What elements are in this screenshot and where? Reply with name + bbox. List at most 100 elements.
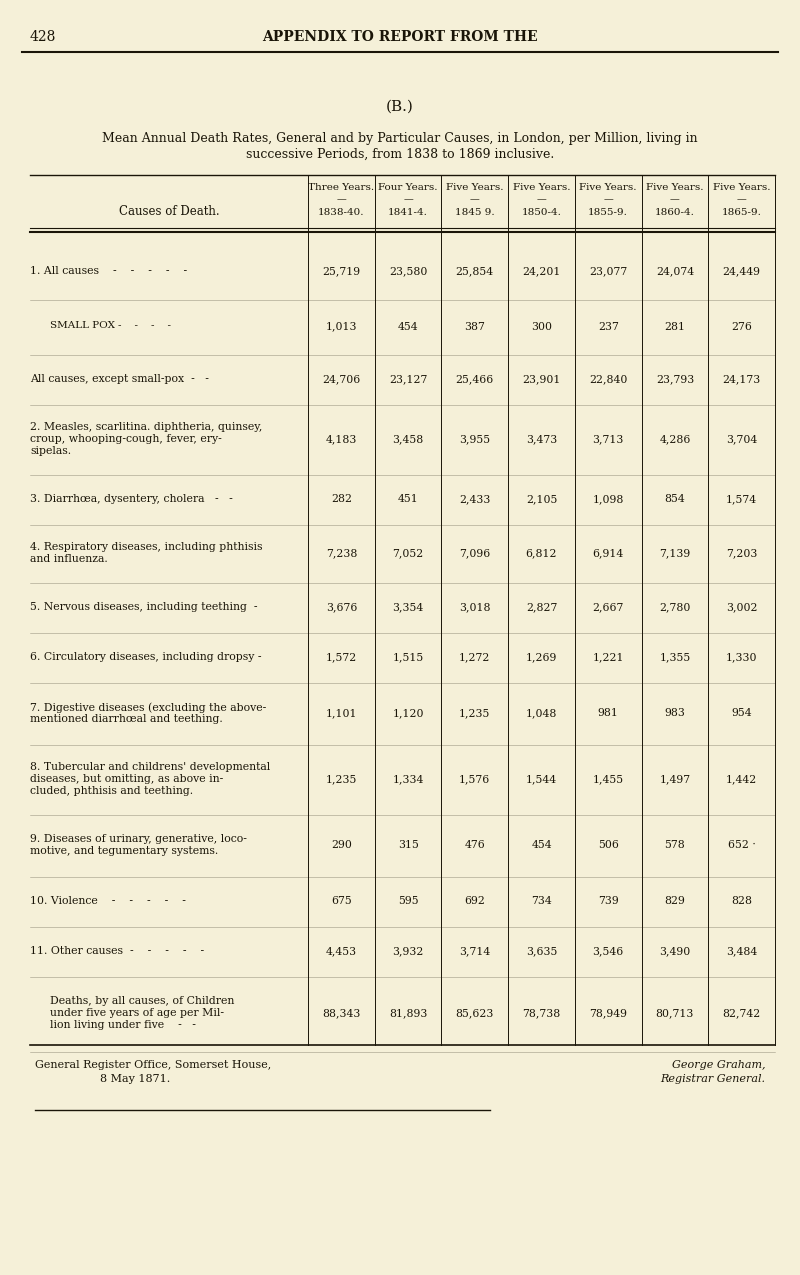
Text: 2,667: 2,667 <box>593 602 624 612</box>
Text: Four Years.: Four Years. <box>378 184 438 193</box>
Text: Mean Annual Death Rates, General and by Particular Causes, in London, per Millio: Mean Annual Death Rates, General and by … <box>102 133 698 145</box>
Text: mentioned diarrhœal and teething.: mentioned diarrhœal and teething. <box>30 714 222 724</box>
Text: 387: 387 <box>464 321 486 332</box>
Text: 237: 237 <box>598 321 618 332</box>
Text: 7,238: 7,238 <box>326 548 357 558</box>
Text: 1,221: 1,221 <box>593 652 624 662</box>
Text: 1,455: 1,455 <box>593 774 624 784</box>
Text: SMALL POX: SMALL POX <box>50 321 115 330</box>
Text: 829: 829 <box>665 896 686 907</box>
Text: Five Years.: Five Years. <box>579 184 637 193</box>
Text: 22,840: 22,840 <box>589 374 627 384</box>
Text: 11. Other causes  -    -    -    -    -: 11. Other causes - - - - - <box>30 946 204 956</box>
Text: 1860-4.: 1860-4. <box>655 208 695 217</box>
Text: 739: 739 <box>598 896 618 907</box>
Text: 3,546: 3,546 <box>593 946 624 956</box>
Text: Causes of Death.: Causes of Death. <box>118 205 219 218</box>
Text: 3,714: 3,714 <box>459 946 490 956</box>
Text: 2. Measles, scarlitina. diphtheria, quinsey,: 2. Measles, scarlitina. diphtheria, quin… <box>30 422 262 432</box>
Text: 981: 981 <box>598 708 618 718</box>
Text: —: — <box>537 195 546 204</box>
Text: 3,955: 3,955 <box>459 434 490 444</box>
Text: 4. Respiratory diseases, including phthisis: 4. Respiratory diseases, including phthi… <box>30 542 262 552</box>
Text: 595: 595 <box>398 896 418 907</box>
Text: 81,893: 81,893 <box>389 1009 427 1019</box>
Text: 6,812: 6,812 <box>526 548 558 558</box>
Text: APPENDIX TO REPORT FROM THE: APPENDIX TO REPORT FROM THE <box>262 31 538 45</box>
Text: 506: 506 <box>598 840 618 850</box>
Text: 1,576: 1,576 <box>459 774 490 784</box>
Text: All causes, except small-pox  -   -: All causes, except small-pox - - <box>30 374 209 384</box>
Text: -    -    -    -: - - - - <box>105 321 171 330</box>
Text: 6,914: 6,914 <box>593 548 624 558</box>
Text: sipelas.: sipelas. <box>30 446 71 456</box>
Text: 9. Diseases of urinary, generative, loco-: 9. Diseases of urinary, generative, loco… <box>30 834 247 844</box>
Text: 983: 983 <box>665 708 686 718</box>
Text: Five Years.: Five Years. <box>513 184 570 193</box>
Text: croup, whooping-cough, fever, ery-: croup, whooping-cough, fever, ery- <box>30 434 222 444</box>
Text: 24,706: 24,706 <box>322 374 361 384</box>
Text: and influenza.: and influenza. <box>30 555 108 564</box>
Text: —: — <box>403 195 413 204</box>
Text: 4,183: 4,183 <box>326 434 357 444</box>
Text: 24,449: 24,449 <box>722 266 761 277</box>
Text: 1,572: 1,572 <box>326 652 357 662</box>
Text: 24,173: 24,173 <box>722 374 761 384</box>
Text: 8. Tubercular and childrens' developmental: 8. Tubercular and childrens' development… <box>30 762 270 771</box>
Text: 2,780: 2,780 <box>659 602 690 612</box>
Text: 1,269: 1,269 <box>526 652 557 662</box>
Text: 1,334: 1,334 <box>392 774 424 784</box>
Text: 23,077: 23,077 <box>589 266 627 277</box>
Text: 4,286: 4,286 <box>659 434 690 444</box>
Text: (B.): (B.) <box>386 99 414 113</box>
Text: 82,742: 82,742 <box>722 1009 761 1019</box>
Text: 1,098: 1,098 <box>593 493 624 504</box>
Text: 1,544: 1,544 <box>526 774 557 784</box>
Text: Five Years.: Five Years. <box>713 184 770 193</box>
Text: 281: 281 <box>665 321 686 332</box>
Text: Registrar General.: Registrar General. <box>660 1074 765 1084</box>
Text: 290: 290 <box>331 840 352 850</box>
Text: 8 May 1871.: 8 May 1871. <box>100 1074 170 1084</box>
Text: 3,635: 3,635 <box>526 946 557 956</box>
Text: Deaths, by all causes, of Children: Deaths, by all causes, of Children <box>50 997 234 1006</box>
Text: 2,105: 2,105 <box>526 493 557 504</box>
Text: 454: 454 <box>531 840 552 850</box>
Text: 3,002: 3,002 <box>726 602 758 612</box>
Text: 1850-4.: 1850-4. <box>522 208 562 217</box>
Text: 3,018: 3,018 <box>459 602 490 612</box>
Text: 24,201: 24,201 <box>522 266 561 277</box>
Text: —: — <box>337 195 346 204</box>
Text: 7. Digestive diseases (excluding the above-: 7. Digestive diseases (excluding the abo… <box>30 703 266 713</box>
Text: 7,096: 7,096 <box>459 548 490 558</box>
Text: 454: 454 <box>398 321 418 332</box>
Text: 1841-4.: 1841-4. <box>388 208 428 217</box>
Text: under five years of age per Mil-: under five years of age per Mil- <box>50 1009 224 1019</box>
Text: 734: 734 <box>531 896 552 907</box>
Text: 3,354: 3,354 <box>393 602 424 612</box>
Text: 3,713: 3,713 <box>593 434 624 444</box>
Text: 1865-9.: 1865-9. <box>722 208 762 217</box>
Text: 692: 692 <box>464 896 486 907</box>
Text: 24,074: 24,074 <box>656 266 694 277</box>
Text: 25,466: 25,466 <box>456 374 494 384</box>
Text: George Graham,: George Graham, <box>671 1060 765 1070</box>
Text: 23,901: 23,901 <box>522 374 561 384</box>
Text: Five Years.: Five Years. <box>446 184 503 193</box>
Text: 451: 451 <box>398 493 418 504</box>
Text: 276: 276 <box>731 321 752 332</box>
Text: 1,330: 1,330 <box>726 652 758 662</box>
Text: 1855-9.: 1855-9. <box>588 208 628 217</box>
Text: 78,949: 78,949 <box>590 1009 627 1019</box>
Text: 1,013: 1,013 <box>326 321 357 332</box>
Text: 3,704: 3,704 <box>726 434 758 444</box>
Text: 10. Violence    -    -    -    -    -: 10. Violence - - - - - <box>30 896 186 907</box>
Text: 23,127: 23,127 <box>389 374 427 384</box>
Text: —: — <box>737 195 746 204</box>
Text: 300: 300 <box>531 321 552 332</box>
Text: 1,101: 1,101 <box>326 708 357 718</box>
Text: lion living under five    -   -: lion living under five - - <box>50 1020 196 1030</box>
Text: successive Periods, from 1838 to 1869 inclusive.: successive Periods, from 1838 to 1869 in… <box>246 148 554 161</box>
Text: 652 ·: 652 · <box>728 840 755 850</box>
Text: General Register Office, Somerset House,: General Register Office, Somerset House, <box>35 1060 271 1070</box>
